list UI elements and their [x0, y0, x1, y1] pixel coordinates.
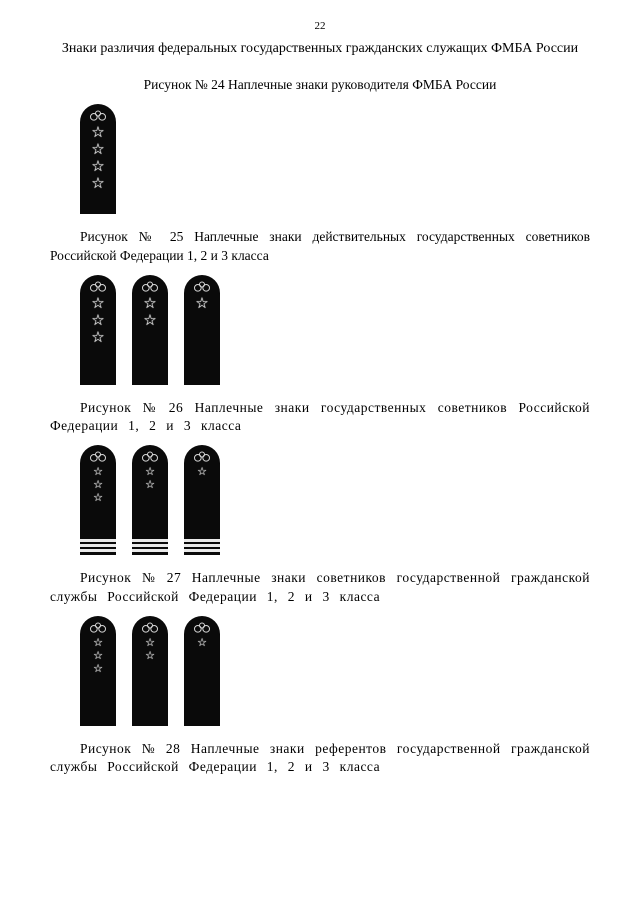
star-icon: ☆ [197, 467, 207, 478]
stars-group: ☆ ☆ ☆ ☆ [91, 126, 104, 214]
emblem-icon [192, 620, 212, 636]
star-icon: ☆ [91, 160, 104, 175]
star-icon: ☆ [91, 297, 104, 312]
figures-container: Рисунок № 24 Наплечные знаки руководител… [50, 76, 590, 776]
emblem-icon [140, 620, 160, 636]
star-icon: ☆ [93, 480, 103, 491]
epaulet: ☆ ☆ ☆ [80, 445, 116, 555]
figure-caption: Рисунок № 24 Наплечные знаки руководител… [50, 76, 590, 94]
epaulet-row: ☆☆☆☆☆☆ [80, 445, 590, 555]
star-icon: ☆ [197, 638, 207, 649]
epaulet-row: ☆☆☆☆☆☆ [80, 275, 590, 385]
epaulet-row: ☆ ☆ ☆ ☆ [80, 104, 590, 214]
figure-caption: Рисунок № 25 Наплечные знаки действитель… [50, 228, 590, 264]
epaulet: ☆ ☆ ☆ [80, 275, 116, 385]
star-icon: ☆ [93, 493, 103, 504]
stripe [184, 549, 220, 552]
emblem-icon [192, 279, 212, 295]
stripe [80, 539, 116, 542]
star-icon: ☆ [91, 314, 104, 329]
star-icon: ☆ [145, 651, 155, 662]
stars-group: ☆ ☆ ☆ [91, 297, 104, 385]
stripe [132, 544, 168, 547]
stripes-group [80, 539, 116, 552]
stripe [80, 544, 116, 547]
epaulet: ☆☆ [132, 616, 168, 726]
epaulet: ☆ [184, 275, 220, 385]
stripe [184, 539, 220, 542]
page-title: Знаки различия федеральных государственн… [50, 40, 590, 58]
epaulet-row: ☆☆☆☆☆☆ [80, 616, 590, 726]
stars-group: ☆ ☆ ☆ [93, 638, 103, 726]
figure-caption: Рисунок № 27 Наплечные знаки советников … [50, 569, 590, 605]
emblem-icon [192, 449, 212, 465]
star-icon: ☆ [91, 126, 104, 141]
star-icon: ☆ [91, 331, 104, 346]
stars-group: ☆ [195, 297, 208, 385]
star-icon: ☆ [145, 638, 155, 649]
stripes-group [132, 539, 168, 552]
figure-caption: Рисунок № 26 Наплечные знаки государстве… [50, 399, 590, 435]
star-icon: ☆ [93, 651, 103, 662]
emblem-icon [88, 279, 108, 295]
star-icon: ☆ [145, 480, 155, 491]
star-icon: ☆ [93, 664, 103, 675]
stars-group: ☆ [197, 638, 207, 726]
stars-group: ☆☆ [143, 297, 156, 385]
emblem-icon [140, 279, 160, 295]
emblem-icon [88, 449, 108, 465]
star-icon: ☆ [93, 467, 103, 478]
stripe [184, 544, 220, 547]
star-icon: ☆ [91, 177, 104, 192]
emblem-icon [88, 620, 108, 636]
epaulet: ☆ [184, 445, 220, 555]
star-icon: ☆ [143, 314, 156, 329]
epaulet: ☆☆ [132, 275, 168, 385]
star-icon: ☆ [195, 297, 208, 312]
epaulet: ☆ [184, 616, 220, 726]
star-icon: ☆ [93, 638, 103, 649]
stripes-group [184, 539, 220, 552]
document-page: 22 Знаки различия федеральных государств… [0, 0, 640, 816]
stripe [80, 549, 116, 552]
emblem-icon [88, 108, 108, 124]
epaulet: ☆ ☆ ☆ ☆ [80, 104, 116, 214]
emblem-icon [140, 449, 160, 465]
figure-caption: Рисунок № 28 Наплечные знаки референтов … [50, 740, 590, 776]
epaulet: ☆ ☆ ☆ [80, 616, 116, 726]
star-icon: ☆ [143, 297, 156, 312]
stars-group: ☆☆ [145, 638, 155, 726]
star-icon: ☆ [145, 467, 155, 478]
stripe [132, 539, 168, 542]
stripe [132, 549, 168, 552]
epaulet: ☆☆ [132, 445, 168, 555]
star-icon: ☆ [91, 143, 104, 158]
page-number: 22 [50, 20, 590, 32]
